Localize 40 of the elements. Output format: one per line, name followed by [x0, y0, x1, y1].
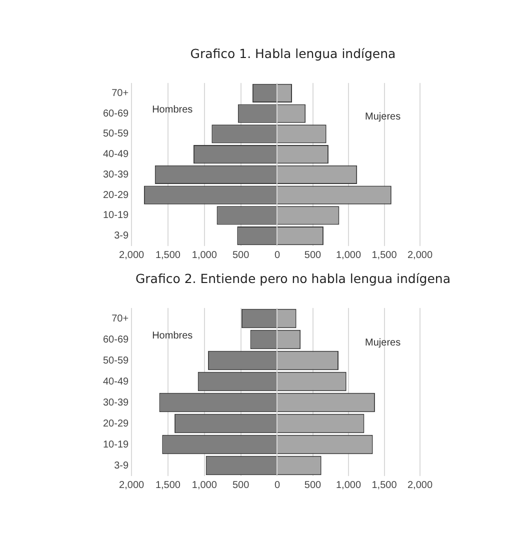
chart-title: Grafico 1. Habla lengua indígena [189, 46, 397, 63]
y-tick-label: 20-29 [103, 418, 130, 430]
y-tick-label: 40-49 [103, 149, 130, 160]
chart-title: Grafico 2. Entiende pero no habla lengua indígena [134, 271, 452, 288]
y-tick-label: 3-9 [114, 460, 130, 472]
x-tick-label: 1,000 [336, 480, 362, 491]
text: Hombres [152, 104, 193, 116]
y-tick-label: 50-59 [103, 355, 130, 366]
x-tick-label: 1,500 [372, 250, 398, 261]
x-tick-label: 500 [304, 250, 322, 261]
y-tick-label: 60-69 [103, 334, 130, 346]
x-tick-label: 2,000 [119, 480, 145, 491]
y-tick-label: 3-9 [114, 230, 130, 242]
x-tick-label: 0 [274, 250, 280, 261]
y-tick-label: 30-39 [103, 397, 130, 408]
x-tick-label: 2,000 [119, 250, 145, 261]
y-tick-label: 30-39 [103, 169, 130, 180]
y-tick-label: 40-49 [103, 376, 130, 388]
x-tick-label: 500 [304, 480, 322, 491]
x-tick-label: 500 [232, 480, 250, 491]
x-tick-label: 1,000 [336, 250, 362, 261]
x-tick-label: 1,500 [155, 480, 181, 491]
x-tick-label: 1,500 [372, 480, 398, 491]
x-tick-label: 2,000 [408, 250, 434, 261]
x-tick-label: 1,000 [192, 480, 218, 491]
series-label: Hombres [152, 330, 193, 342]
y-tick-label: 50-59 [103, 128, 130, 140]
x-tick-label: 1,000 [192, 250, 218, 261]
y-tick-label: 10-19 [103, 439, 130, 450]
y-tick-label: 70+ [112, 88, 129, 99]
y-tick-label: 60-69 [103, 108, 130, 120]
text: Mujeres [365, 337, 401, 348]
x-tick-label: 2,000 [408, 480, 434, 491]
y-tick-label: 70+ [112, 313, 129, 324]
x-tick-label: 500 [232, 250, 250, 261]
y-tick-label: 20-29 [103, 190, 130, 201]
x-tick-label: 1,500 [155, 250, 181, 261]
y-tick-label: 10-19 [103, 210, 130, 222]
text: Mujeres [365, 111, 401, 122]
x-tick-label: 0 [274, 480, 280, 491]
